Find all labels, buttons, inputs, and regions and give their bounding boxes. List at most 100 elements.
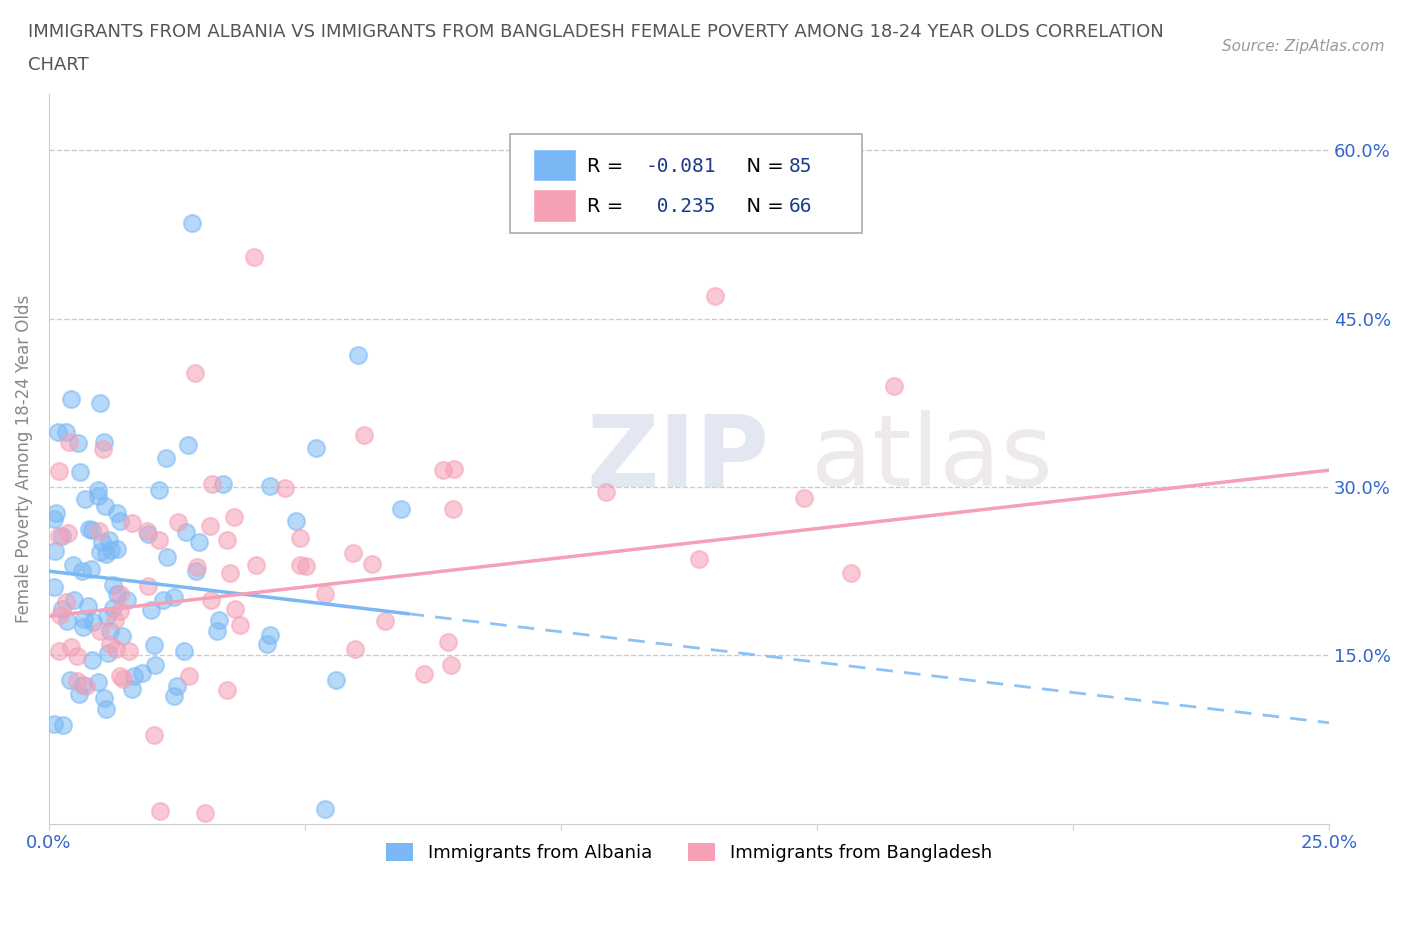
Text: CHART: CHART xyxy=(28,56,89,73)
Point xyxy=(229,618,252,632)
Point xyxy=(55,424,77,439)
Point xyxy=(595,485,617,499)
Point xyxy=(245,558,267,573)
Point xyxy=(222,510,245,525)
Point xyxy=(60,640,83,655)
Point xyxy=(105,505,128,520)
Point xyxy=(80,522,103,537)
FancyBboxPatch shape xyxy=(510,134,862,232)
Point xyxy=(48,607,70,622)
Point xyxy=(162,590,184,604)
Point xyxy=(288,531,311,546)
Point xyxy=(148,532,170,547)
Point xyxy=(73,612,96,627)
Point xyxy=(344,642,367,657)
Text: IMMIGRANTS FROM ALBANIA VS IMMIGRANTS FROM BANGLADESH FEMALE POVERTY AMONG 18-24: IMMIGRANTS FROM ALBANIA VS IMMIGRANTS FR… xyxy=(28,23,1164,41)
Point xyxy=(374,614,396,629)
Point xyxy=(118,644,141,658)
Point xyxy=(104,642,127,657)
Point xyxy=(80,653,103,668)
Point xyxy=(166,679,188,694)
Point xyxy=(111,672,134,687)
Point xyxy=(208,613,231,628)
Point xyxy=(173,644,195,658)
Point xyxy=(219,565,242,580)
Point xyxy=(184,564,207,578)
Point xyxy=(56,525,79,540)
Point xyxy=(55,594,77,609)
Point xyxy=(101,578,124,592)
Point xyxy=(108,587,131,602)
Point xyxy=(48,644,70,658)
Point xyxy=(314,802,336,817)
Point xyxy=(72,619,94,634)
Point xyxy=(437,635,460,650)
Point xyxy=(66,435,89,450)
Legend: Immigrants from Albania, Immigrants from Bangladesh: Immigrants from Albania, Immigrants from… xyxy=(380,836,1000,870)
Point xyxy=(111,628,134,643)
Point xyxy=(215,683,238,698)
FancyBboxPatch shape xyxy=(533,190,576,221)
Point xyxy=(93,691,115,706)
Point xyxy=(274,481,297,496)
Point xyxy=(44,544,66,559)
Y-axis label: Female Poverty Among 18-24 Year Olds: Female Poverty Among 18-24 Year Olds xyxy=(15,295,32,623)
Point xyxy=(325,672,347,687)
Text: N =: N = xyxy=(734,157,790,176)
Point xyxy=(224,601,246,616)
Point xyxy=(45,505,67,520)
Point xyxy=(314,586,336,601)
Point xyxy=(294,558,316,573)
Point xyxy=(59,672,82,687)
Text: atlas: atlas xyxy=(811,410,1052,508)
Point xyxy=(97,645,120,660)
Point xyxy=(107,541,129,556)
Point xyxy=(58,434,80,449)
Point xyxy=(167,515,190,530)
Text: R =: R = xyxy=(586,197,628,217)
Point xyxy=(96,702,118,717)
Point xyxy=(131,665,153,680)
Point xyxy=(87,524,110,538)
Point xyxy=(51,717,73,732)
Point xyxy=(188,535,211,550)
Point xyxy=(412,667,434,682)
Point xyxy=(181,216,204,231)
Point xyxy=(87,674,110,689)
Point xyxy=(66,649,89,664)
Point xyxy=(89,623,111,638)
Point xyxy=(200,519,222,534)
FancyBboxPatch shape xyxy=(533,149,576,181)
Point xyxy=(51,528,73,543)
Point xyxy=(89,395,111,410)
Point xyxy=(46,425,69,440)
Point xyxy=(143,728,166,743)
Point xyxy=(77,522,100,537)
Text: 0.235: 0.235 xyxy=(645,197,716,217)
Point xyxy=(432,462,454,477)
Point xyxy=(155,451,177,466)
Point xyxy=(143,658,166,672)
Point xyxy=(62,558,84,573)
Point xyxy=(121,682,143,697)
Point xyxy=(443,501,465,516)
Point xyxy=(122,669,145,684)
Point xyxy=(66,673,89,688)
Point xyxy=(75,491,97,506)
Point xyxy=(100,542,122,557)
Point xyxy=(186,560,208,575)
Point xyxy=(177,437,200,452)
Point xyxy=(184,365,207,380)
Point xyxy=(56,614,79,629)
Point xyxy=(148,483,170,498)
Point xyxy=(48,463,70,478)
Point xyxy=(87,488,110,503)
Point xyxy=(688,552,710,567)
Point xyxy=(70,564,93,578)
Point xyxy=(440,658,463,672)
Point xyxy=(42,579,65,594)
Text: ZIP: ZIP xyxy=(586,410,769,508)
Point xyxy=(139,602,162,617)
Point xyxy=(104,612,127,627)
Point xyxy=(211,476,233,491)
